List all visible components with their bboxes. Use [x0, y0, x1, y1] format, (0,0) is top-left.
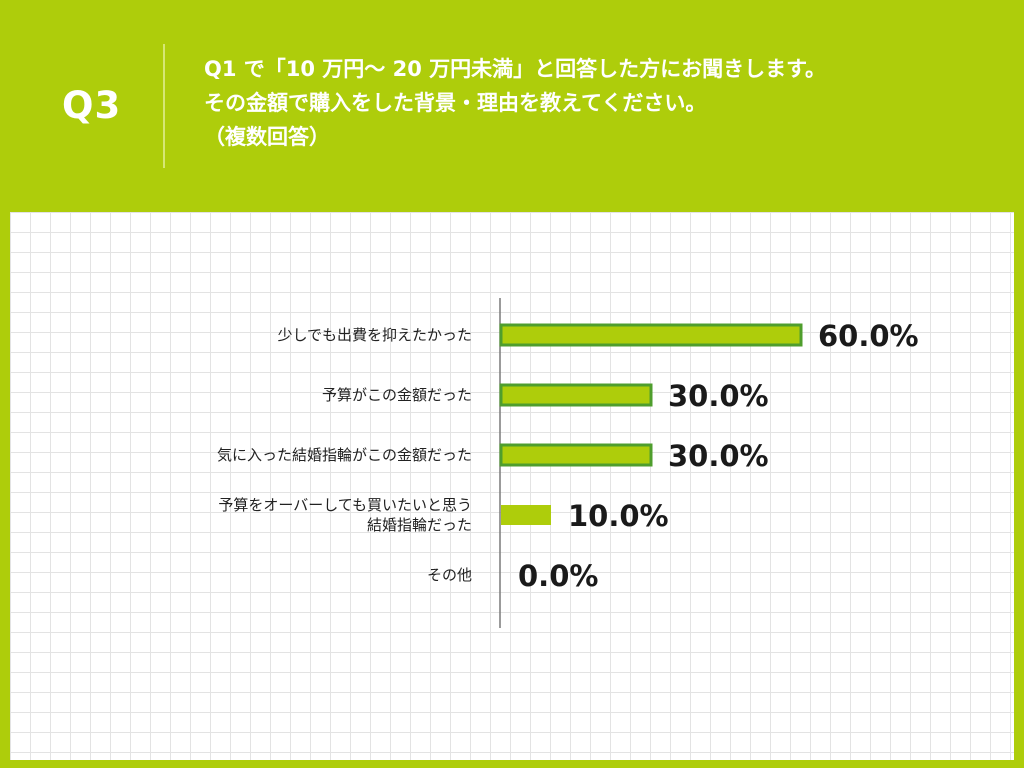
value-label: 30.0% — [668, 439, 769, 473]
bar — [499, 383, 653, 407]
value-label: 10.0% — [568, 499, 669, 533]
category-label: 少しでも出費を抑えたかった — [277, 326, 472, 344]
category-label: 結婚指輪だった — [367, 516, 472, 534]
value-label: 60.0% — [818, 319, 919, 353]
value-label: 30.0% — [668, 379, 769, 413]
question-number: Q3 — [62, 84, 122, 127]
value-label: 0.0% — [518, 559, 598, 593]
question-line-3: （複数回答） — [204, 125, 330, 149]
question-line-1: Q1 で「10 万円〜 20 万円未満」と回答した方にお聞きします。 — [204, 57, 827, 81]
bar-chart: 少しでも出費を抑えたかった 60.0% 予算がこの金額だった 30.0% 気に入った結婚… — [217, 298, 919, 628]
category-label: 気に入った結婚指輪がこの金額だった — [217, 446, 472, 464]
question-text: Q1 で「10 万円〜 20 万円未満」と回答した方にお聞きします。 その金額で… — [204, 52, 1004, 154]
question-line-2: その金額で購入をした背景・理由を教えてください。 — [204, 91, 707, 115]
chart-panel: 少しでも出費を抑えたかった 60.0% 予算がこの金額だった 30.0% 気に入った結婚… — [10, 212, 1014, 760]
question-header: Q3 Q1 で「10 万円〜 20 万円未満」と回答した方にお聞きします。 その… — [0, 0, 1024, 212]
header-divider — [163, 44, 165, 168]
bar — [499, 443, 653, 467]
category-label: その他 — [427, 566, 472, 584]
bar — [501, 505, 551, 525]
category-label: 予算がこの金額だった — [322, 386, 472, 404]
bar — [499, 323, 803, 347]
category-label: 予算をオーバーしても買いたいと思う — [218, 496, 472, 514]
